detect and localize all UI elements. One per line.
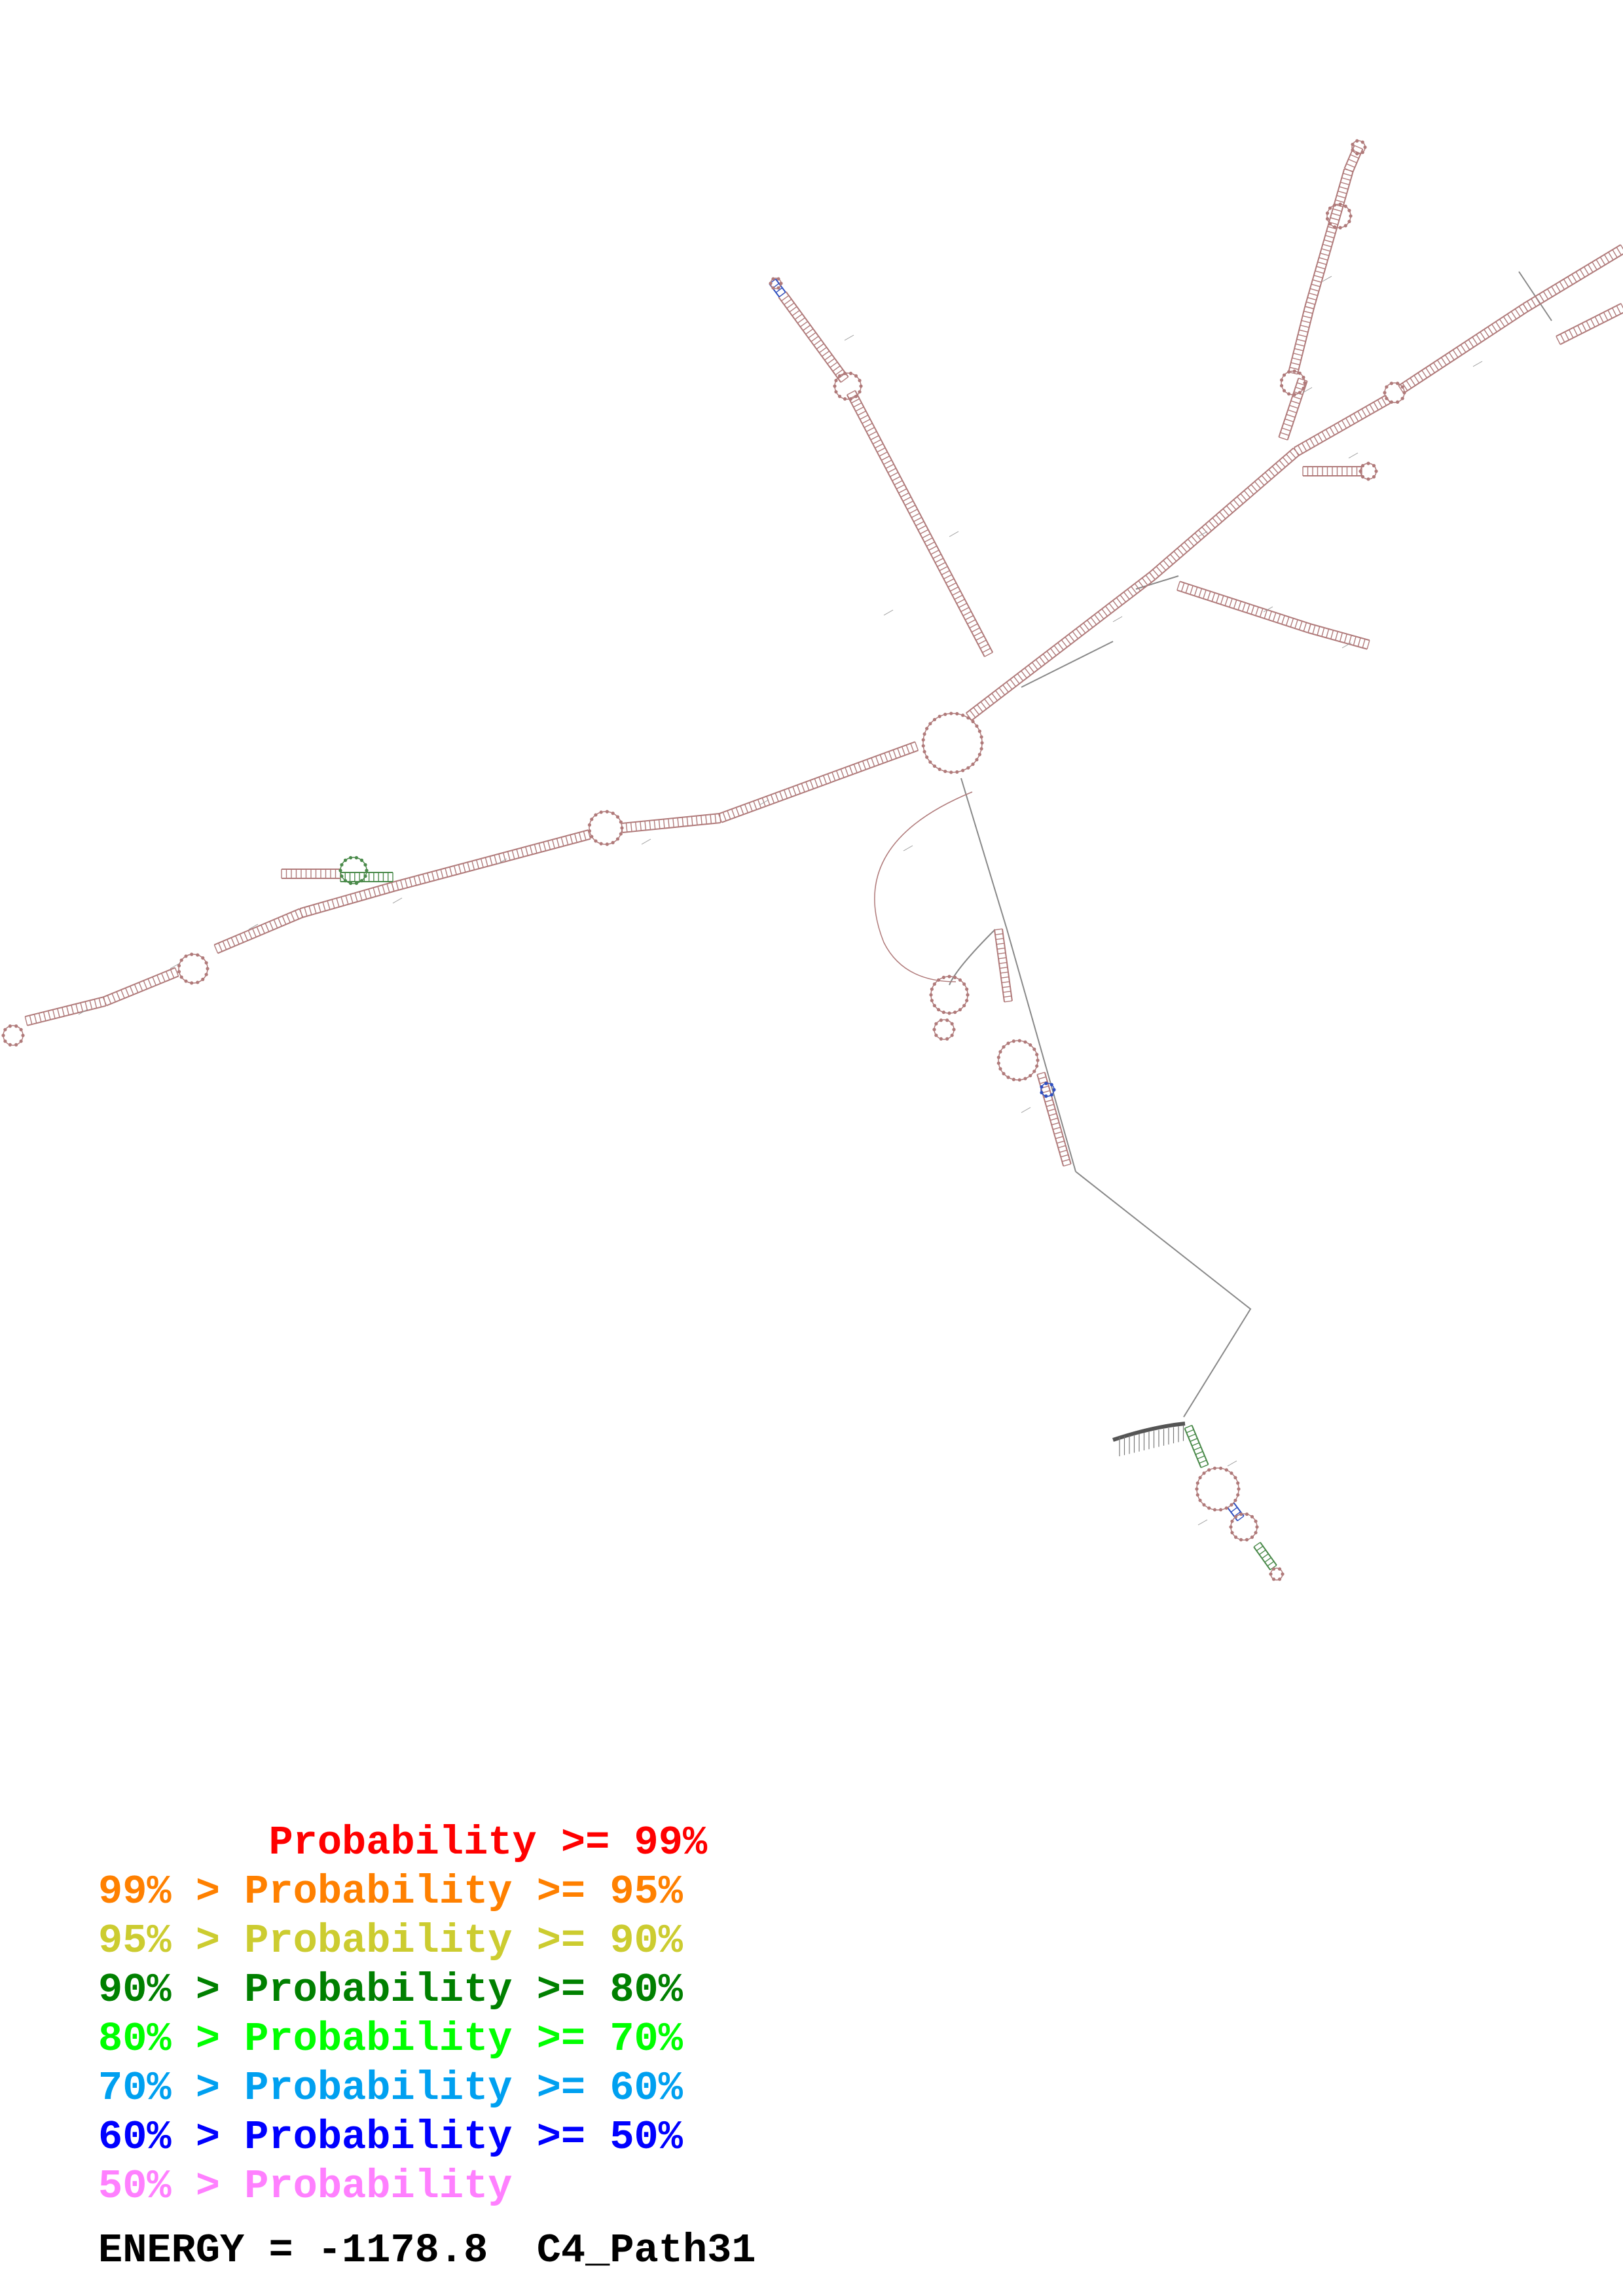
helix-upper-left-1	[846, 390, 994, 657]
helix-left-branch	[281, 869, 341, 879]
helix-short-branch	[1302, 466, 1362, 476]
hairpin-loop-left-end	[1, 1024, 25, 1047]
internal-loop-left-1	[587, 810, 624, 846]
bottom-arc-helix	[1112, 1422, 1186, 1456]
bottom-helix-green	[1184, 1425, 1209, 1468]
helix-upper-right-2	[1148, 447, 1300, 581]
helix-left-arm-3	[391, 829, 591, 892]
bottom-loop-1	[1195, 1466, 1241, 1512]
hairpin-and-internal-loops	[1, 139, 1483, 1581]
lower-helix-1	[994, 928, 1013, 1003]
helix-upper-right-1	[966, 571, 1156, 721]
helix-up-branch-2	[1288, 306, 1315, 375]
helix-left-arm-2	[621, 813, 721, 833]
helix-left-branch-green	[340, 872, 393, 882]
legend-entry-99: Probability >= 99%	[98, 1820, 708, 1866]
helix-left-arm-7	[24, 996, 107, 1026]
loop-up-branch	[1279, 369, 1307, 397]
lower-hairpin-loop-1	[932, 1018, 956, 1041]
helix-left-arm-4	[299, 882, 395, 918]
energy-label: ENERGY = -1178.8 C4_Path31	[98, 2227, 756, 2274]
helix-up-branch-1	[1278, 378, 1308, 440]
helix-upper-left-2	[778, 291, 849, 383]
lower-loop-2	[996, 1039, 1040, 1082]
helix-up-branch-3	[1304, 168, 1354, 310]
helix-upper-right-4	[1398, 303, 1529, 394]
lower-loop-blue	[1040, 1081, 1056, 1098]
hairpin-loop-top	[1351, 139, 1367, 156]
internal-loop-upper-left	[833, 371, 863, 401]
helix-upper-right-3	[1293, 395, 1391, 456]
legend-entry-95: 99% > Probability >= 95%	[98, 1869, 683, 1915]
legend-entry-90: 95% > Probability >= 90%	[98, 1918, 683, 1964]
internal-loop-upper-right	[1383, 382, 1406, 404]
legend-entry-below-50: 50% > Probability	[98, 2163, 513, 2210]
bottom-hairpin-loop	[1269, 1567, 1285, 1581]
annotation-ticks	[78, 276, 1483, 1526]
helix-upper-right-5	[1522, 244, 1623, 312]
helix-right-branch-1	[1176, 581, 1311, 634]
helix-right-edge	[1556, 302, 1623, 346]
bottom-loop-2	[1229, 1512, 1259, 1542]
hairpin-loop-short-branch	[1359, 461, 1378, 481]
helix-right-branch-2	[1307, 623, 1370, 650]
backbone-connector-lines	[949, 271, 1552, 1418]
large-single-strand-arc	[874, 791, 973, 982]
legend-entry-80: 90% > Probability >= 80%	[98, 1967, 683, 2013]
lower-internal-loop-1	[929, 975, 970, 1015]
lower-helix-2	[1036, 1071, 1072, 1167]
central-multiloop	[921, 711, 984, 774]
legend-entry-50: 60% > Probability >= 50%	[98, 2114, 683, 2161]
helix-left-arm-6	[102, 967, 179, 1007]
legend-entry-60: 70% > Probability >= 60%	[98, 2065, 683, 2111]
bottom-helix-green-2	[1253, 1541, 1277, 1571]
rna-structure-diagram	[1, 139, 1623, 1581]
helix-stems	[24, 145, 1623, 1571]
internal-loop-up-branch	[1325, 202, 1353, 230]
hairpin-loop-upper-left	[769, 277, 783, 290]
helix-left-arm-1	[718, 741, 919, 823]
internal-loop-left-2	[177, 952, 210, 985]
helix-left-arm-5	[213, 908, 304, 954]
legend-entry-70: 80% > Probability >= 70%	[98, 2016, 683, 2062]
loop-left-branch	[338, 855, 369, 886]
